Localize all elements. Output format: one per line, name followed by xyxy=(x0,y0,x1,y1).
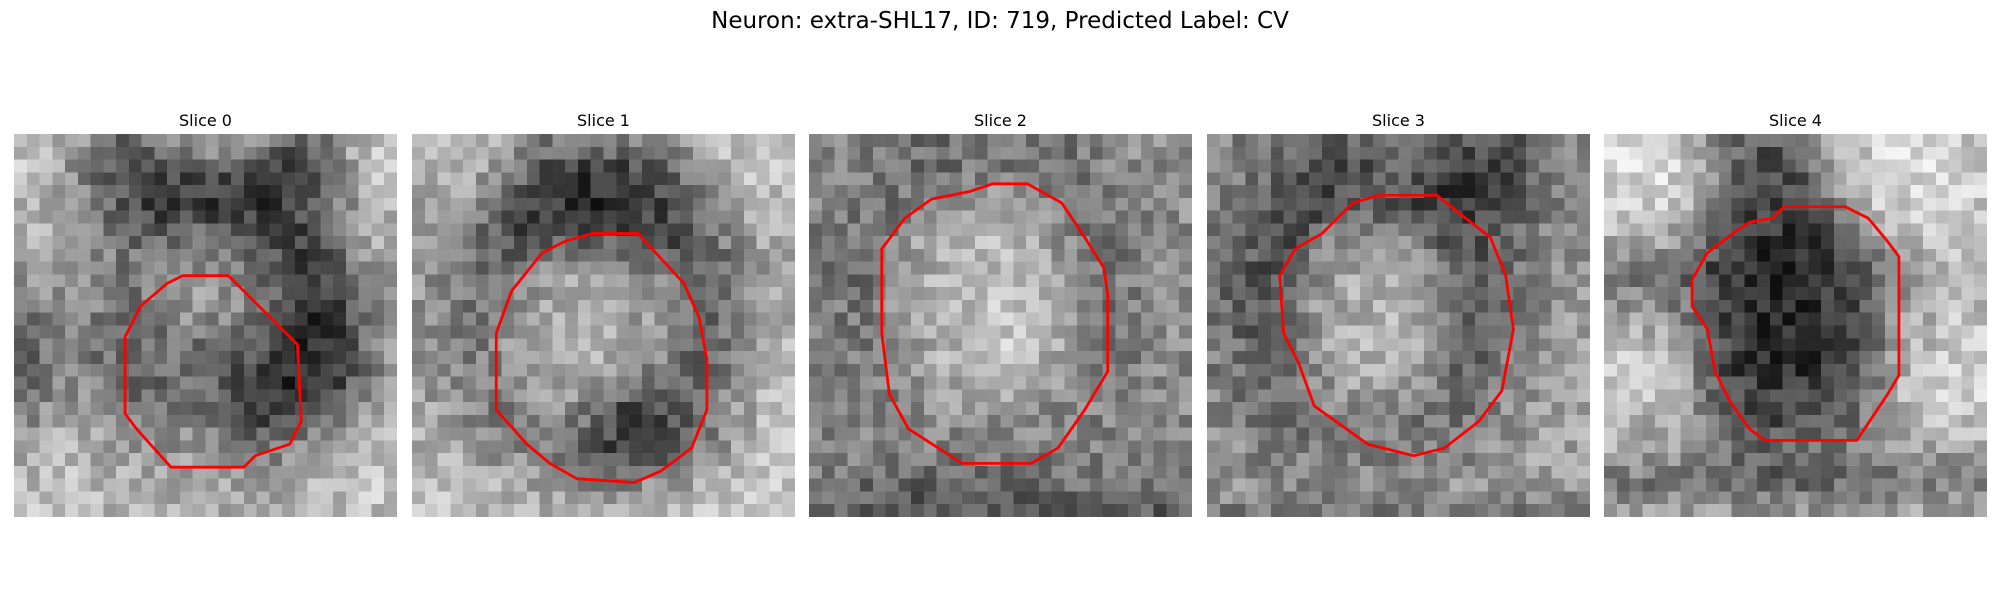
slice-4-image xyxy=(1604,134,1987,517)
slice-panel-3: Slice 3 xyxy=(1207,108,1590,517)
segmentation-contour xyxy=(123,274,303,469)
pixel-grid xyxy=(1207,134,1590,517)
pixel-grid xyxy=(809,134,1192,517)
slice-0-image xyxy=(14,134,397,517)
slice-panel-2: Slice 2 xyxy=(809,108,1192,517)
segmentation-contour xyxy=(494,232,709,484)
slice-panel-0: Slice 0 xyxy=(14,108,397,517)
slice-3-title: Slice 3 xyxy=(1372,111,1425,130)
pixel-grid xyxy=(14,134,397,517)
pixel-grid xyxy=(412,134,795,517)
slice-1-image xyxy=(412,134,795,517)
slice-3-image xyxy=(1207,134,1590,517)
figure-title: Neuron: extra-SHL17, ID: 719, Predicted … xyxy=(711,8,1289,34)
segmentation-contour xyxy=(1278,193,1515,458)
slice-panel-1: Slice 1 xyxy=(412,108,795,517)
pixel-grid xyxy=(1604,134,1987,517)
slice-0-title: Slice 0 xyxy=(179,111,232,130)
slice-2-title: Slice 2 xyxy=(974,111,1027,130)
slice-1-title: Slice 1 xyxy=(577,111,630,130)
slice-4-title: Slice 4 xyxy=(1769,111,1822,130)
slice-panel-4: Slice 4 xyxy=(1604,108,1987,517)
slice-2-image xyxy=(809,134,1192,517)
segmentation-contour xyxy=(880,182,1110,465)
segmentation-contour xyxy=(1690,205,1901,442)
